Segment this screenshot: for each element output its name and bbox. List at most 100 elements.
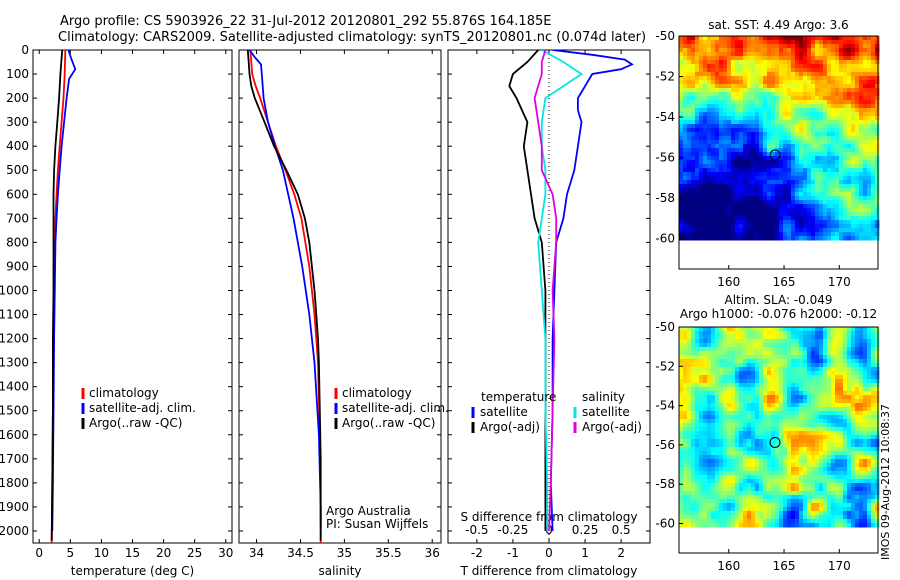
y-tick-label: -50	[655, 29, 675, 43]
y-tick-label: 300	[6, 115, 29, 129]
legend-label: Argo(..raw -QC)	[342, 416, 435, 430]
top-tick-label: 0.25	[572, 523, 599, 537]
y-tick-label: 400	[6, 139, 29, 153]
legend-header-salinity: salinity	[582, 390, 625, 404]
y-tick-label: 1100	[0, 308, 29, 322]
sst_map-title: sat. SST: 4.49 Argo: 3.6	[708, 18, 848, 32]
salinity-axes-box	[238, 49, 442, 544]
y-tick-label: 1800	[0, 476, 29, 490]
y-tick-label: -60	[655, 232, 675, 246]
salinity-series	[246, 50, 322, 543]
x-tick-label: 165	[773, 275, 796, 289]
figure-title-line-2: Climatology: CARS2009. Satellite-adjuste…	[58, 30, 647, 45]
annotation-text: Argo Australia	[326, 504, 411, 518]
legend-label: satellite	[480, 405, 528, 419]
y-tick-label: -50	[655, 320, 675, 334]
y-tick-label: 1700	[0, 452, 29, 466]
y-tick-label: -54	[655, 399, 675, 413]
difference-panel: -2 -1 0 1 2 T difference from climatology -0.5…	[447, 49, 651, 578]
legend-label: climatology	[342, 386, 412, 400]
temperature-series	[50, 50, 77, 543]
y-tick-label: -60	[655, 517, 675, 531]
argo-position-marker	[769, 436, 781, 448]
x-tick-label: -1	[507, 546, 519, 560]
sst_map-axes-box	[678, 35, 879, 270]
series-line-salinity-satellite	[537, 50, 584, 531]
y-tick-label: 0	[21, 43, 29, 57]
sla_map-panel: -50 -52 -54 -56 -58 -60 160 165 170 Altim. SLA: -…	[655, 293, 880, 573]
y-tick-label: -52	[655, 70, 675, 84]
y-tick-label: 1000	[0, 283, 29, 297]
sst_map-field	[679, 36, 880, 241]
legend-header-temperature: temperature	[481, 390, 556, 404]
x-tick-label: 0	[545, 546, 553, 560]
difference-xlabel: T difference from climatology	[460, 564, 638, 578]
x-tick-label: 160	[717, 559, 740, 573]
sla_map-axes-box	[678, 326, 879, 554]
x-tick-label: 20	[156, 546, 171, 560]
y-tick-label: 1500	[0, 404, 29, 418]
y-tick-label: -58	[655, 477, 675, 491]
x-tick-label: 10	[94, 546, 109, 560]
legend-label: Argo(..raw -QC)	[89, 416, 182, 430]
temperature-axes-box	[32, 49, 233, 544]
y-tick-label: 800	[6, 235, 29, 249]
map-panels: -50 -52 -54 -56 -58 -60 160 165 170 sat. SST: 4.4…	[655, 18, 880, 573]
x-tick-label: 160	[717, 275, 740, 289]
y-tick-label: 500	[6, 163, 29, 177]
top-tick-label: 0.5	[612, 523, 631, 537]
series-line-salinity-argo-adj-	[533, 50, 558, 532]
difference-axes-box	[447, 49, 651, 544]
x-tick-label: 5	[66, 546, 74, 560]
legend-label: satellite-adj. clim.	[89, 401, 196, 415]
y-tick-label: 1600	[0, 428, 29, 442]
x-tick-label: 36	[425, 546, 440, 560]
y-tick-label: 700	[6, 211, 29, 225]
y-tick-label: 1300	[0, 356, 29, 370]
x-tick-label: 2	[617, 546, 625, 560]
legend-label: satellite-adj. clim.	[342, 401, 449, 415]
x-tick-label: 1	[581, 546, 589, 560]
figure-title-line-1: Argo profile: CS 5903926_22 31-Jul-2012 …	[60, 14, 552, 29]
sla_map-title-line-2: Argo h1000: -0.076 h2000: -0.12	[680, 307, 877, 321]
y-tick-label: 1900	[0, 500, 29, 514]
x-tick-label: 170	[828, 559, 851, 573]
annotation-text: PI: Susan Wijffels	[326, 517, 428, 531]
legend-label: Argo(-adj)	[582, 420, 642, 434]
y-tick-label: 1200	[0, 332, 29, 346]
x-tick-label: 35.5	[375, 546, 402, 560]
legend-label: climatology	[89, 386, 159, 400]
top-tick-label: -0.5	[465, 523, 488, 537]
y-tick-label: -56	[655, 151, 675, 165]
x-tick-label: -2	[471, 546, 483, 560]
difference-series	[508, 50, 634, 532]
y-tick-label: 900	[6, 259, 29, 273]
series-line-argo-raw-qc-	[246, 50, 322, 541]
x-tick-label: 165	[773, 559, 796, 573]
salinity-panel: 34 34.5 35 35.5 36 salinity climatologysatelli…	[238, 49, 449, 578]
y-tick-label: 2000	[0, 524, 29, 538]
series-line-argo-raw-qc-	[50, 50, 64, 541]
sla_map-title-line-1: Altim. SLA: -0.049	[724, 293, 832, 307]
temperature-xlabel: temperature (deg C)	[71, 564, 194, 578]
x-tick-label: 170	[828, 275, 851, 289]
y-tick-label: -58	[655, 191, 675, 205]
y-tick-label: -52	[655, 359, 675, 373]
x-tick-label: 25	[187, 546, 202, 560]
series-line-satellite-adj-clim-	[51, 50, 77, 532]
temperature-panel: 0 100 200 300 400 500 600 700 800 900 1000 1100 1200…	[0, 43, 233, 578]
y-tick-label: 600	[6, 187, 29, 201]
y-tick-label: 100	[6, 67, 29, 81]
legend-label: Argo(-adj)	[480, 420, 540, 434]
legend-label: satellite	[582, 405, 630, 419]
x-tick-label: 35	[337, 546, 352, 560]
y-tick-label: 200	[6, 91, 29, 105]
salinity-xlabel: salinity	[318, 564, 361, 578]
x-tick-label: 30	[218, 546, 233, 560]
sst_map-panel: -50 -52 -54 -56 -58 -60 160 165 170 sat. SST: 4.4…	[655, 18, 880, 289]
x-tick-label: 34	[249, 546, 264, 560]
argo-position-marker	[769, 149, 781, 161]
y-tick-label: 1400	[0, 380, 29, 394]
y-tick-label: -56	[655, 438, 675, 452]
